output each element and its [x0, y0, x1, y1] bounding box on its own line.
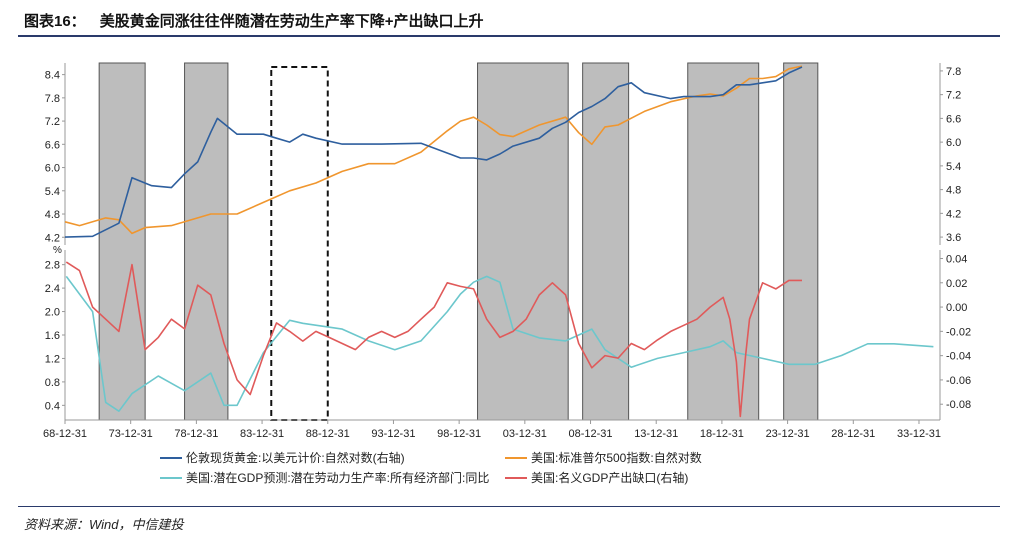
shaded-period-2 [477, 62, 569, 421]
top-left-y-tick-label-5: 7.2 [45, 116, 60, 128]
top-right-y-tick-label-5: 6.6 [946, 113, 961, 125]
shaded-period-0 [98, 62, 146, 421]
x-tick-label-7: 03-12-31 [503, 428, 547, 440]
legend-output-gap-label: 美国:名义GDP产出缺口(右轴) [531, 470, 688, 485]
chart-canvas: 4.2 4.8 5.4 6.0 6.6 7.2 7.8 8.4 3.6 4.2 4.8 5.4 6.0 6… [43, 62, 971, 485]
bottom-right-y-tick-label-4: 0.00 [946, 302, 967, 314]
x-tick-label-1: 73-12-31 [109, 428, 153, 440]
shaded-period-5 [783, 62, 819, 421]
bottom-right-y-tick-label-5: 0.02 [946, 278, 967, 290]
dashed-period-box [270, 66, 329, 421]
bottom-left-y-tick-label-0: 0.4 [45, 400, 60, 412]
footer-rule [18, 506, 1000, 507]
x-tick-label-6: 98-12-31 [437, 428, 481, 440]
top-right-y-tick-label-3: 5.4 [946, 161, 961, 173]
bottom-right-y-tick-label-2: -0.04 [946, 351, 971, 363]
chart-title: 图表16： 美股黄金同涨往往伴随潜在劳动生产率下降+产出缺口上升 [24, 10, 483, 31]
top-left-y-tick-label-6: 7.8 [45, 93, 60, 105]
x-tick-label-5: 93-12-31 [371, 428, 415, 440]
title-rule [18, 35, 1000, 37]
bottom-series-1 [65, 261, 802, 418]
bottom-left-y-tick-label-1: 0.8 [45, 377, 60, 389]
source-note: 资料来源：Wind，中信建投 [24, 517, 184, 532]
top-right-y-tick-label-2: 4.8 [946, 185, 961, 197]
top-left-y-tick-label-3: 6.0 [45, 163, 60, 175]
legend-potential-gdp-label: 美国:潜在GDP预测:潜在劳动力生产率:所有经济部门:同比 [186, 470, 489, 485]
x-tick-label-8: 08-12-31 [569, 428, 613, 440]
bottom-right-y-tick-label-3: -0.02 [946, 326, 971, 338]
bottom-series-0 [65, 275, 934, 413]
x-tick-label-2: 78-12-31 [174, 428, 218, 440]
bottom-right-y-tick-label-6: 0.04 [946, 254, 967, 266]
legend-sp500-label: 美国:标准普尔500指数:自然对数 [531, 450, 702, 465]
bottom-left-y-tick-label-2: 1.2 [45, 353, 60, 365]
x-tick-label-3: 83-12-31 [240, 428, 284, 440]
x-tick-label-11: 23-12-31 [766, 428, 810, 440]
top-right-y-tick-label-0: 3.6 [946, 232, 961, 244]
top-left-y-tick-label-1: 4.8 [45, 209, 60, 221]
x-tick-label-12: 28-12-31 [831, 428, 875, 440]
bottom-left-y-tick-label-4: 2.0 [45, 307, 60, 319]
title-number: 图表16： [24, 13, 86, 30]
top-left-y-tick-label-0: 4.2 [45, 232, 60, 244]
x-tick-label-9: 13-12-31 [634, 428, 678, 440]
top-right-y-tick-label-6: 7.2 [946, 90, 961, 102]
x-tick-label-10: 18-12-31 [700, 428, 744, 440]
top-left-y-tick-label-2: 5.4 [45, 186, 60, 198]
top-right-y-tick-label-1: 4.2 [946, 208, 961, 220]
bottom-left-y-tick-label-6: 2.8 [45, 260, 60, 272]
shaded-period-1 [184, 62, 229, 421]
x-tick-label-4: 88-12-31 [306, 428, 350, 440]
top-right-y-tick-label-4: 6.0 [946, 137, 961, 149]
bottom-right-y-tick-label-1: -0.06 [946, 375, 971, 387]
legend-gold-label: 伦敦现货黄金:以美元计价:自然对数(右轴) [186, 450, 405, 465]
x-tick-label-0: 68-12-31 [43, 428, 87, 440]
shaded-period-3 [582, 62, 630, 421]
shaded-period-4 [687, 62, 760, 421]
x-tick-label-13: 33-12-31 [897, 428, 941, 440]
top-right-y-tick-label-7: 7.8 [946, 66, 961, 78]
title-text: 美股黄金同涨往往伴随潜在劳动生产率下降+产出缺口上升 [99, 13, 484, 30]
top-left-y-tick-label-7: 8.4 [45, 70, 60, 82]
top-left-y-tick-label-4: 6.6 [45, 139, 60, 151]
bottom-left-y-tick-label-3: 1.6 [45, 330, 60, 342]
bottom-left-unit: % [53, 245, 62, 256]
bottom-right-y-tick-label-0: -0.08 [946, 399, 971, 411]
bottom-left-y-tick-label-5: 2.4 [45, 283, 60, 295]
top-series-0 [64, 66, 803, 238]
